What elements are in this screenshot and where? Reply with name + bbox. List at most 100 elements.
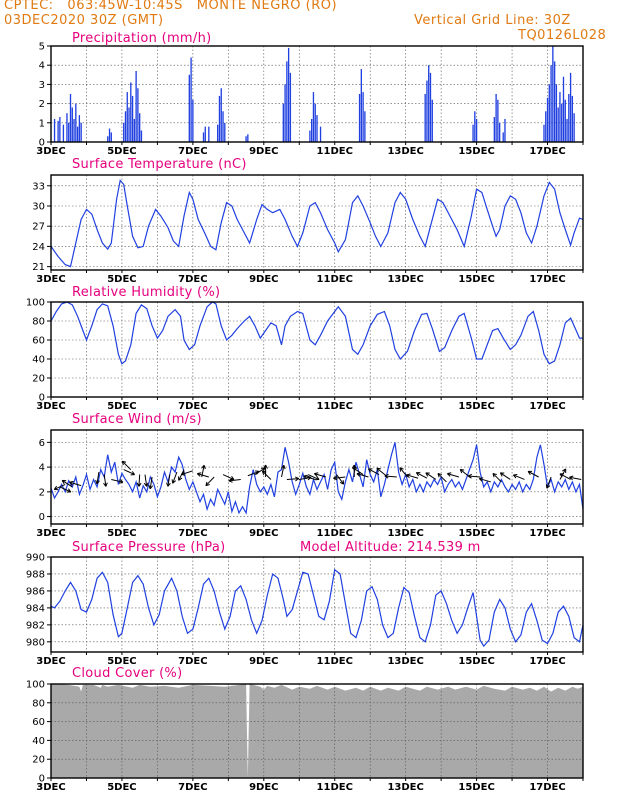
wind-arrow-shaft [103, 474, 107, 487]
wind-arrow-shaft [286, 478, 299, 480]
wind-arrow-head [283, 465, 286, 470]
precip-bar [71, 107, 73, 142]
wind-arrow [303, 474, 316, 480]
wind-arrow-head [148, 484, 151, 490]
precip-bar [429, 72, 432, 142]
y-tick-label: 33 [32, 181, 45, 192]
wind-arrow-head [406, 473, 411, 476]
y-tick-label: 20 [32, 755, 45, 766]
wind-arrow [111, 478, 124, 484]
y-tick-label: 30 [32, 201, 45, 212]
panel-frame [50, 683, 584, 779]
wind-arrow [178, 469, 185, 481]
wind-arrow-head [399, 467, 402, 472]
wind-arrow [123, 469, 136, 476]
precip-bar [217, 124, 219, 142]
wind-arrow-head [467, 475, 472, 479]
wind-arrow-head [492, 473, 495, 478]
wind-arrow [181, 470, 194, 476]
wind-arrow-head [447, 472, 452, 475]
wind-arrow-shaft [569, 476, 582, 480]
wind-series-line [50, 442, 584, 515]
wind-arrow-head [122, 460, 127, 463]
wind-arrow-head [118, 481, 124, 484]
x-tick-label: 5DEC [107, 401, 136, 412]
precip-bar [108, 128, 111, 142]
wind-arrow [263, 464, 268, 477]
precip-bar [190, 57, 192, 142]
y-tick-label: 982 [26, 620, 45, 631]
wind-arrow-shaft [59, 486, 71, 493]
y-tick-label: 0 [39, 393, 45, 404]
precip-bar [550, 65, 552, 142]
wind-arrow [459, 468, 470, 478]
wind-arrow-shaft [479, 478, 491, 483]
y-tick-label: 100 [26, 680, 45, 691]
wind-arrow [59, 486, 72, 493]
precip-bar [75, 103, 77, 142]
precip-bar [133, 118, 136, 142]
x-tick-label: 13DEC [387, 782, 423, 793]
precip-bar [124, 111, 127, 142]
y-tick-label: 0 [39, 138, 45, 149]
precip-bar [561, 103, 563, 142]
x-tick-label: 7DEC [178, 274, 207, 285]
precip-bar [552, 46, 554, 142]
wind-arrow-head [314, 472, 319, 475]
precip-bar [80, 122, 82, 142]
precip-bar [139, 113, 141, 142]
precip-bar [73, 118, 75, 142]
x-tick-label: 5DEC [107, 782, 136, 793]
x-tick-label: 3DEC [36, 782, 65, 793]
y-tick-label: 3 [39, 80, 45, 91]
wind-arrow-head [562, 468, 566, 472]
wind-arrow-head [512, 474, 517, 479]
header-model-code: TQ0126L028 [518, 28, 607, 43]
x-tick-label: 11DEC [317, 656, 353, 667]
wind-title: Surface Wind (m/s) [72, 412, 202, 427]
x-tick-label: 11DEC [317, 146, 353, 157]
wind-arrow-shaft [123, 469, 135, 476]
panel-cloud: 0 20 40 60 80 100 3DEC 5DEC 7DEC 9DEC 11DEC 13DEC 15… [26, 666, 584, 793]
wind-arrow-head [203, 465, 206, 470]
y-tick-label: 0 [39, 512, 45, 523]
wind-arrow-shaft [368, 468, 380, 475]
wind-arrow [53, 483, 66, 491]
wind-arrow-shaft [384, 475, 397, 478]
x-tick-label: 3DEC [36, 146, 65, 157]
precip-bar [495, 94, 497, 142]
wind-arrow-head [254, 470, 260, 472]
precip-bar [472, 124, 474, 142]
precip-bar [553, 61, 556, 142]
wind-arrow-head [352, 467, 356, 472]
wind-arrow-head [333, 475, 338, 479]
x-tick-label: 11DEC [317, 528, 353, 539]
precip-bar [247, 134, 249, 142]
wind-arrow-head [263, 464, 267, 469]
precip-bar [131, 95, 134, 142]
y-tick-label: 4 [39, 61, 45, 72]
model-altitude-label: Model Altitude: 214.539 m [300, 540, 481, 555]
panel-temp: 21 24 27 30 33 3DEC 5DEC 7DEC 9DEC 11DEC 13DEC 15DE… [32, 157, 584, 285]
wind-arrow-head [69, 480, 74, 483]
wind-arrow-head [460, 468, 465, 471]
wind-arrow-shaft [167, 474, 171, 487]
x-tick-label: 15DEC [458, 146, 494, 157]
cloud-area [51, 684, 583, 778]
wind-arrow-shaft [437, 473, 447, 483]
wind-arrow-head [143, 482, 148, 487]
precip-bar [282, 103, 284, 142]
wind-arrow-head [136, 482, 140, 487]
wind-arrow-head [303, 474, 308, 477]
wind-arrow-head [459, 469, 463, 474]
panel-frame [50, 429, 584, 525]
x-tick-label: 3DEC [36, 656, 65, 667]
y-tick-label: 980 [26, 637, 45, 648]
wind-arrow [69, 480, 82, 487]
wind-arrow-head [479, 477, 484, 480]
wind-arrow-shaft [546, 476, 552, 489]
wind-arrow-head [351, 464, 355, 469]
precip-bar [218, 95, 221, 142]
wind-arrow-head [478, 478, 483, 482]
panel-wind: 0 2 4 6 3DEC 5DEC 7DEC 9DEC 11DEC 13DEC 15DEC 17DEC… [36, 412, 584, 539]
